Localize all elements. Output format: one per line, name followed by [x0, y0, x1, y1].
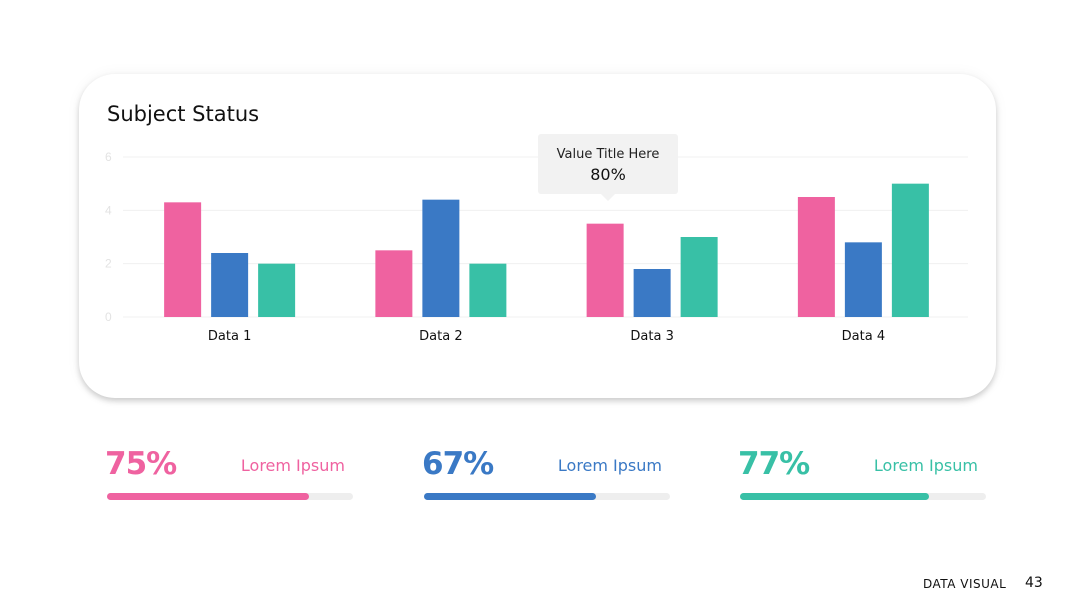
- stat-percent: 75%: [105, 446, 177, 482]
- progress-fill: [424, 493, 597, 500]
- bar: [211, 253, 249, 317]
- progress-fill: [740, 493, 930, 500]
- progress-fill: [107, 493, 309, 500]
- y-tick-label: 6: [105, 150, 112, 164]
- bar: [633, 269, 671, 317]
- stat-label: Lorem Ipsum: [240, 456, 345, 475]
- progress-track: [740, 493, 986, 500]
- tooltip-title: Value Title Here: [556, 147, 660, 162]
- stat-block-1: 75% Lorem Ipsum: [105, 446, 353, 506]
- stat-block-2: 67% Lorem Ipsum: [422, 446, 670, 506]
- y-tick-label: 2: [105, 257, 112, 271]
- bar: [586, 223, 624, 317]
- bar: [375, 250, 413, 317]
- stat-percent: 67%: [422, 446, 494, 482]
- x-category-label: Data 2: [419, 329, 462, 344]
- x-category-label: Data 3: [630, 329, 673, 344]
- value-tooltip: Value Title Here 80%: [538, 134, 678, 201]
- progress-track: [424, 493, 670, 500]
- stat-label: Lorem Ipsum: [557, 456, 662, 475]
- y-tick-label: 4: [105, 203, 112, 217]
- y-tick-label: 0: [105, 310, 112, 324]
- bar: [258, 263, 296, 317]
- footer-label: DATA VISUAL: [923, 577, 1007, 591]
- page-number: 43: [1025, 575, 1043, 591]
- chart-card: Subject Status 0 2 4 6 Data 1 Data 2 Data 3 Dat…: [79, 74, 996, 398]
- stat-percent: 77%: [738, 446, 810, 482]
- bar: [891, 183, 929, 317]
- stat-block-3: 77% Lorem Ipsum: [738, 446, 986, 506]
- bar: [469, 263, 507, 317]
- chart-title: Subject Status: [107, 102, 260, 126]
- tooltip-value: 80%: [590, 165, 626, 184]
- bar: [680, 237, 718, 317]
- stat-label: Lorem Ipsum: [873, 456, 978, 475]
- bar: [164, 202, 202, 317]
- bar-chart: 0 2 4 6 Data 1 Data 2 Data 3 Data 4: [105, 150, 968, 344]
- progress-track: [107, 493, 353, 500]
- bar: [797, 197, 835, 317]
- bar: [422, 199, 460, 317]
- bar: [844, 242, 882, 317]
- x-category-label: Data 4: [842, 329, 885, 344]
- x-category-label: Data 1: [208, 329, 251, 344]
